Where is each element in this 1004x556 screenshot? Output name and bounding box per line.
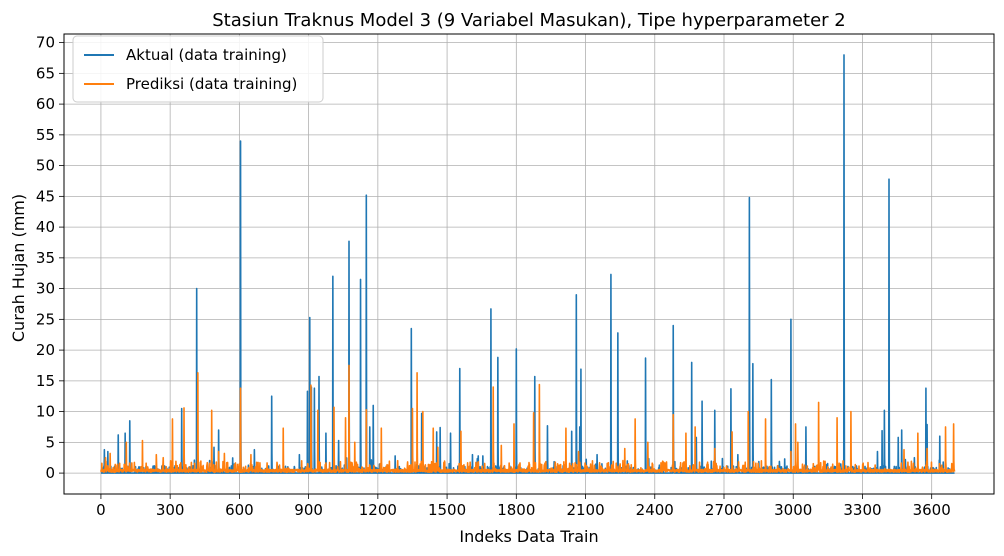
grid [64,34,994,494]
y-tick-label: 5 [45,433,55,451]
y-axis-label: Curah Hujan (mm) [9,194,28,342]
y-tick-label: 20 [36,341,55,359]
y-tick-label: 40 [36,218,55,236]
legend-box [72,35,324,103]
x-tick-label: 2100 [566,501,604,519]
y-tick-label: 30 [36,280,55,298]
x-tick-label: 600 [225,501,254,519]
x-tick-label: 2400 [636,501,674,519]
x-tick-label: 900 [294,501,323,519]
series-line-prediksi [100,364,956,473]
y-tick-label: 0 [45,464,55,482]
legend: Aktual (data training) Prediksi (data tr… [72,35,324,103]
y-tick-label: 25 [36,310,55,328]
plot-frame [63,33,995,495]
x-tick-label: 1800 [497,501,535,519]
y-tick-label: 70 [36,34,55,52]
x-axis-label: Indeks Data Train [459,527,598,546]
x-tick-label: 3000 [774,501,812,519]
x-tick-label: 3600 [913,501,951,519]
x-tick-label: 3300 [843,501,881,519]
x-tick-label: 1200 [359,501,397,519]
series-layer [100,54,956,474]
y-tick-label: 45 [36,187,55,205]
chart-title: Stasiun Traknus Model 3 (9 Variabel Masu… [212,10,845,31]
ticks: 0 300 600 900 1200 1500 1800 2100 2400 2700 3000 33… [36,34,951,519]
y-tick-label: 15 [36,372,55,390]
x-tick-label: 0 [96,501,106,519]
x-tick-label: 2700 [705,501,743,519]
y-tick-label: 55 [36,126,55,144]
y-tick-label: 10 [36,403,55,421]
y-tick-label: 60 [36,95,55,113]
legend-label-prediksi: Prediksi (data training) [126,75,297,93]
x-tick-label: 1500 [428,501,466,519]
series-line-aktual [100,54,956,474]
x-tick-label: 300 [156,501,185,519]
y-tick-label: 65 [36,64,55,82]
y-tick-label: 35 [36,249,55,267]
y-tick-label: 50 [36,157,55,175]
legend-label-aktual: Aktual (data training) [126,46,287,64]
